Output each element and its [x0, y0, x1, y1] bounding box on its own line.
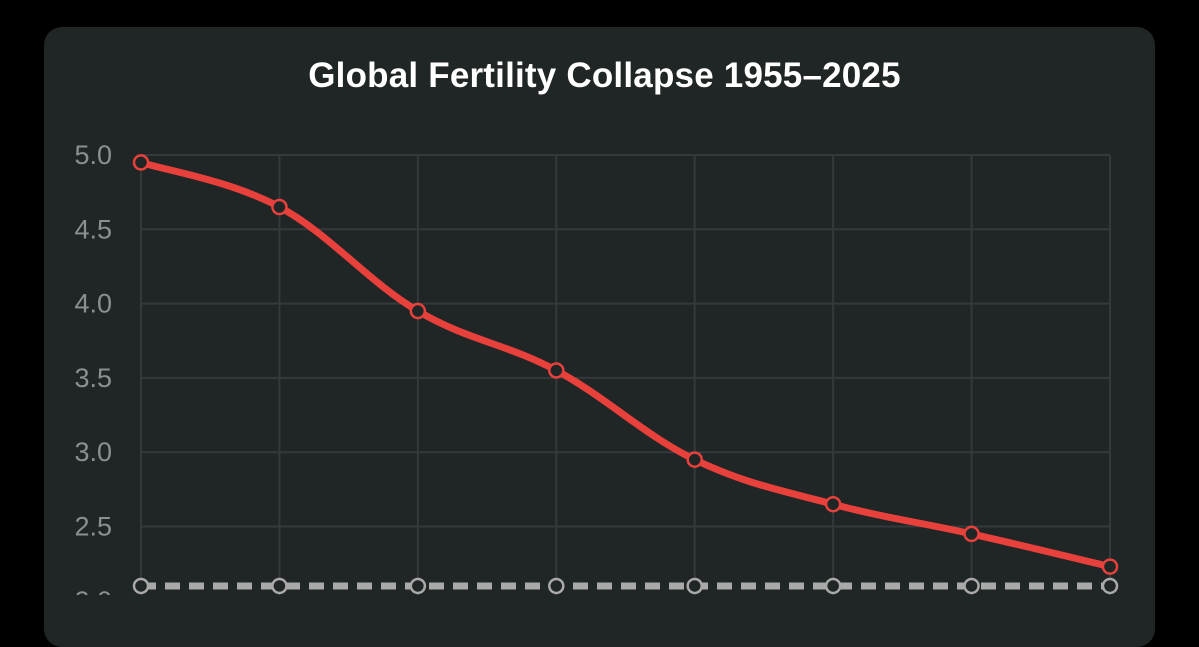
data-point-dashed-series[interactable] — [686, 577, 703, 595]
data-point-dashed-series[interactable] — [409, 577, 427, 595]
y-tick-label: 2.5 — [74, 512, 112, 542]
y-tick-label: 4.0 — [74, 289, 112, 319]
data-point-main-series[interactable] — [963, 525, 980, 543]
data-point-main-series[interactable] — [548, 362, 565, 379]
data-points — [132, 154, 1119, 595]
data-point-main-series[interactable] — [409, 302, 427, 320]
data-point-dashed-series[interactable] — [271, 577, 288, 595]
y-tick-label: 3.5 — [74, 363, 112, 393]
chart-card — [44, 27, 1155, 647]
y-tick-label: 4.5 — [74, 214, 112, 244]
line-chart: 5.0 4.5 4.0 3.5 3.0 2.5 2.0 — [74, 140, 1119, 595]
data-point-main-series[interactable] — [271, 198, 288, 216]
series-lines — [139, 159, 1111, 590]
y-tick-label: 5.0 — [74, 140, 112, 170]
y-axis-ticks: 5.0 4.5 4.0 3.5 3.0 2.5 2.0 — [74, 140, 112, 595]
chart-title: Global Fertility Collapse 1955–2025 — [308, 56, 901, 95]
data-point-main-series[interactable] — [824, 495, 842, 513]
grid — [140, 154, 1111, 595]
data-point-dashed-series[interactable] — [132, 577, 150, 595]
data-point-main-series[interactable] — [686, 451, 703, 468]
series-line-main — [139, 159, 1111, 571]
data-point-dashed-series[interactable] — [1101, 577, 1119, 595]
y-tick-label: 3.0 — [74, 437, 112, 467]
data-point-main-series[interactable] — [1101, 558, 1119, 575]
data-point-main-series[interactable] — [132, 154, 150, 171]
data-point-dashed-series[interactable] — [824, 577, 842, 595]
data-point-dashed-series[interactable] — [548, 577, 565, 595]
data-point-dashed-series[interactable] — [963, 577, 980, 595]
y-tick-label: 2.0 — [74, 586, 112, 595]
